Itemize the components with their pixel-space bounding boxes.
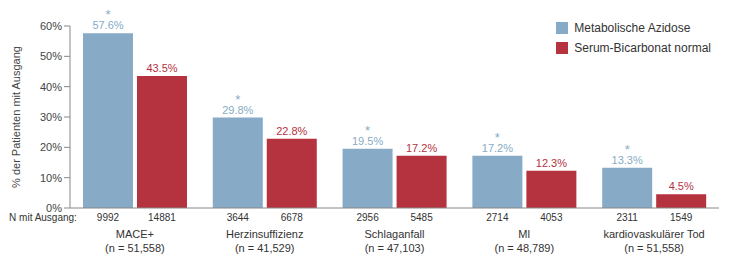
svg-text:N mit Ausgang:: N mit Ausgang: [9,212,77,223]
svg-text:50%: 50% [40,50,62,62]
svg-text:2714: 2714 [486,212,509,223]
svg-text:kardiovaskulärer Tod: kardiovaskulärer Tod [603,228,704,240]
svg-text:*: * [495,130,500,145]
svg-text:30%: 30% [40,111,62,123]
svg-text:MI: MI [518,228,530,240]
svg-text:43.5%: 43.5% [146,62,177,74]
svg-text:4.5%: 4.5% [669,180,694,192]
html-text:Metabolische Azidose: Metabolische Azidose [574,21,691,35]
svg-text:60%: 60% [40,20,62,32]
svg-text:40%: 40% [40,81,62,93]
svg-text:10%: 10% [40,172,62,184]
svg-text:13.3%: 13.3% [611,153,643,166]
svg-text:57.6%: 57.6% [92,19,124,32]
svg-text:*: * [235,92,240,107]
svg-text:6678: 6678 [281,212,304,223]
svg-text:4053: 4053 [540,212,563,223]
svg-text:Schlaganfall: Schlaganfall [365,228,425,240]
svg-text:2311: 2311 [616,212,638,223]
svg-text:(n = 41,529): (n = 41,529) [235,242,295,254]
svg-text:% der Patienten mit Ausgang: % der Patienten mit Ausgang [10,46,22,188]
svg-text:0%: 0% [46,202,62,214]
svg-text:2956: 2956 [356,212,379,223]
svg-text:9992: 9992 [97,212,120,223]
svg-text:*: * [625,142,630,157]
svg-text:19.5%: 19.5% [352,134,384,147]
svg-text:12.3%: 12.3% [536,157,567,169]
svg-text:1549: 1549 [670,212,693,223]
svg-text:29.8%: 29.8% [222,103,254,116]
svg-text:20%: 20% [40,141,62,153]
svg-text:(n = 48,789): (n = 48,789) [494,242,554,254]
svg-text:(n = 47,103): (n = 47,103) [365,242,425,254]
svg-text:(n = 51,558): (n = 51,558) [624,242,684,254]
svg-text:5485: 5485 [410,212,433,223]
svg-text:17.2%: 17.2% [406,142,437,154]
svg-text:MACE+: MACE+ [116,228,154,240]
svg-text:14881: 14881 [148,212,176,223]
svg-text:22.8%: 22.8% [276,125,307,137]
svg-text:*: * [365,123,370,138]
svg-text:*: * [105,8,110,22]
svg-text:17.2%: 17.2% [481,141,513,154]
svg-text:(n = 51,558): (n = 51,558) [105,242,165,254]
svg-text:3644: 3644 [227,212,250,223]
svg-text:Herzinsuffizienz: Herzinsuffizienz [226,228,303,240]
html-text:Serum-Bicarbonat normal: Serum-Bicarbonat normal [574,41,711,55]
